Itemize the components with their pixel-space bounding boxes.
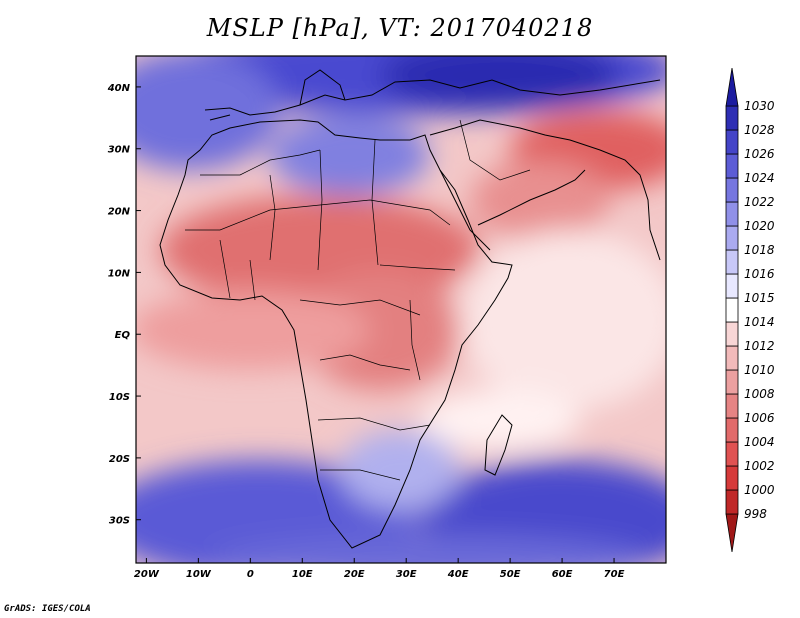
x-axis: 20W 10W 0 10E 20E 30E 40E 50E 60E 70E	[134, 558, 625, 580]
colorbar-swatch	[725, 417, 739, 443]
y-tick-label: 30N	[108, 145, 131, 156]
y-axis: 40N 30N 20N 10N EQ 10S 20S 30S	[107, 83, 141, 527]
colorbar-swatch	[725, 489, 739, 515]
colorbar-swatch	[725, 249, 739, 275]
colorbar-swatch	[725, 345, 739, 371]
map-frame	[135, 55, 667, 564]
colorbar-swatch	[725, 105, 739, 131]
colorbar-label: 1012	[744, 339, 775, 353]
colorbar-swatch	[725, 201, 739, 227]
x-tick-label: 50E	[500, 569, 521, 580]
colorbar-label: 1030	[744, 99, 775, 113]
x-tick-label: 10E	[292, 569, 313, 580]
x-tick-label: 10W	[186, 569, 212, 580]
colorbar-swatch	[725, 129, 739, 155]
colorbar-swatch	[725, 297, 739, 323]
colorbar-swatch	[725, 225, 739, 251]
colorbar-label: 1028	[744, 123, 775, 137]
colorbar-label: 1015	[744, 291, 775, 305]
x-tick-label: 40E	[447, 569, 469, 580]
colorbar-label: 1016	[744, 267, 775, 281]
colorbar-label: 1002	[744, 459, 775, 473]
y-tick-label: 10S	[109, 392, 130, 403]
colorbar-swatch	[725, 177, 739, 203]
colorbar-swatch	[725, 441, 739, 467]
country-borders	[185, 119, 531, 481]
y-tick-label: 20N	[108, 207, 131, 218]
colorbar-swatch	[725, 153, 739, 179]
footer-credit: GrADS: IGES/COLA	[4, 604, 91, 614]
colorbar-label: 1010	[744, 363, 775, 377]
x-tick-label: 70E	[604, 569, 625, 580]
colorbar-label: 1026	[744, 147, 775, 161]
colorbar-swatch	[725, 273, 739, 299]
colorbar-label: 1004	[744, 435, 775, 449]
colorbar-label: 1008	[744, 387, 775, 401]
y-tick-label: 10N	[108, 268, 131, 279]
x-tick-label: 0	[247, 569, 254, 580]
colorbar-swatch	[725, 67, 739, 107]
colorbar-label: 1020	[744, 219, 775, 233]
colorbar-swatch	[725, 393, 739, 419]
x-tick-label: 30E	[396, 569, 417, 580]
x-tick-label: 60E	[552, 569, 573, 580]
colorbar-label: 1018	[744, 243, 775, 257]
colorbar-swatch	[725, 321, 739, 347]
y-tick-label: 30S	[109, 516, 130, 527]
colorbar: 998 1000 1002 1004 1006 1008 1010 1012 1014 1015 1…	[725, 67, 775, 553]
colorbar-label: 1014	[744, 315, 775, 329]
y-tick-label: 20S	[109, 454, 130, 465]
y-tick-label: 40N	[107, 83, 131, 94]
colorbar-label: 998	[744, 507, 767, 521]
colorbar-label: 1006	[744, 411, 775, 425]
coastlines	[159, 69, 661, 549]
colorbar-label: 1022	[744, 195, 775, 209]
colorbar-swatch	[725, 465, 739, 491]
colorbar-label: 1024	[744, 171, 775, 185]
x-tick-label: 20E	[344, 569, 365, 580]
y-tick-label: EQ	[115, 330, 131, 341]
colorbar-label: 1000	[744, 483, 775, 497]
map-title: MSLP [hPa], VT: 2017040218	[206, 14, 594, 42]
colorbar-swatch	[725, 369, 739, 395]
x-tick-label: 20W	[134, 569, 160, 580]
pressure-field	[136, 56, 666, 563]
colorbar-swatch	[725, 513, 739, 553]
